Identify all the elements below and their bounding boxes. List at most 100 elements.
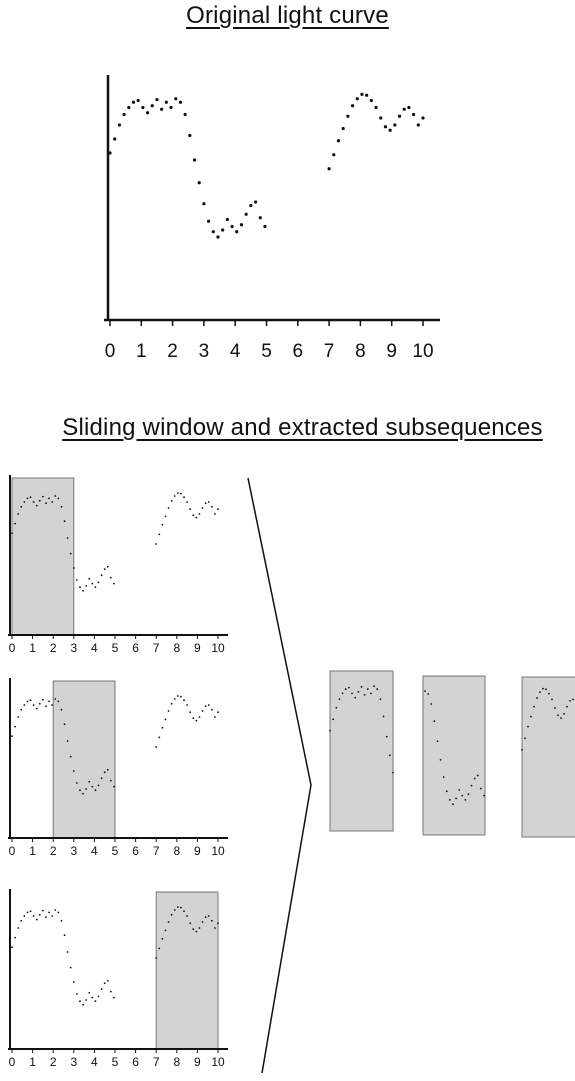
x-tick-label: 10 [412,341,433,362]
light-curve-point [72,567,75,569]
light-curve-point [29,496,32,499]
light-curve-point [164,718,167,721]
light-curve-point [369,98,373,103]
x-tick-label: 1 [29,641,36,655]
light-curve-point [370,692,372,695]
light-curve-point [100,988,103,991]
light-curve-point [103,771,106,774]
light-curve-point [180,492,182,495]
light-curve-point [155,957,158,959]
light-curve-point [170,702,173,705]
light-curve-point [26,700,29,703]
light-curve-point [69,755,72,758]
light-curve-point [173,495,176,497]
light-curve-point [393,123,397,127]
light-curve-point [379,698,382,701]
light-curve-point [530,715,532,718]
x-tick-label: 7 [153,641,160,655]
x-tick-label: 2 [167,341,178,362]
light-curve-point [85,999,88,1001]
light-curve-point [360,686,363,688]
x-tick-label: 3 [199,341,210,362]
light-curve-point [253,200,258,204]
light-curve-point [161,937,164,940]
light-curve-point [217,922,219,925]
x-tick-label: 7 [153,844,160,858]
panel-0: 0 1 2 3 4 5 6 7 8 9 10 [8,475,228,655]
light-curve-point [54,495,57,497]
light-curve-point [51,704,54,706]
light-curve-point [554,707,556,709]
x-tick-label: 6 [293,341,304,362]
light-curve-point [221,228,225,232]
light-curve-point [533,705,535,708]
x-tick-label: 9 [194,641,201,655]
light-curve-point [122,112,126,117]
light-curve-point [32,501,35,503]
light-curve-point [145,111,150,115]
x-tick-label: 8 [173,641,180,655]
light-curve-point [211,230,215,234]
light-curve-point [69,552,72,555]
light-curve-point [189,711,192,714]
light-curve-point [113,785,115,788]
light-curve-point [445,790,448,793]
light-curve-point [167,710,170,712]
light-curve-point [448,799,451,801]
x-tick-label: 3 [70,844,77,858]
light-curve-point [60,708,63,711]
light-curve-point [131,100,136,104]
light-curve-point [109,779,112,782]
light-curve-point [207,501,210,503]
bracket [247,477,312,1074]
panel-1: 0 1 2 3 4 5 6 7 8 9 10 [8,678,228,858]
x-tick-label: 0 [9,844,16,858]
light-curve-point [335,706,338,709]
light-curve-point [455,797,457,800]
light-curve-point [48,911,50,914]
extracted-subsequence-1 [422,675,486,836]
light-curve-point [388,754,391,757]
x-tick-label: 8 [173,844,180,858]
light-curve-point [45,502,47,505]
light-curve-point [357,691,360,693]
light-curve-point [169,105,173,110]
light-curve-point [188,133,192,138]
light-curve-point [113,996,115,999]
light-curve-point [108,151,112,155]
light-curve-point [379,116,383,120]
light-curve-point [458,788,461,791]
light-curve-point [470,784,473,787]
light-curve-point [536,697,538,699]
x-tick-label: 0 [105,341,116,362]
light-curve-point [113,582,115,585]
light-curve-point [201,710,204,712]
light-curve-point [402,107,406,111]
light-curve-point [548,692,550,695]
light-curve-point [210,505,213,508]
x-tick-label: 5 [112,1055,119,1069]
light-curve-point [327,167,331,171]
x-tick-label: 0 [9,1055,16,1069]
light-curve-point [48,700,50,703]
light-curve-point [23,704,26,706]
light-curve-point [136,98,140,103]
light-curve-point [164,929,167,932]
x-tick-label: 3 [70,1055,77,1069]
x-tick-label: 9 [194,1055,201,1069]
x-tick-label: 3 [70,641,77,655]
light-curve-point [91,582,94,585]
light-curve-point [176,695,179,697]
light-curve-point [45,705,47,708]
light-curve-point [214,716,216,718]
light-curve-point [204,705,207,708]
light-curve-point [170,913,173,916]
light-curve-point [155,543,158,545]
light-curve-point [332,153,336,157]
light-curve-point [35,918,38,921]
light-curve-point [29,699,32,702]
subsequence-box [521,676,575,838]
x-tick-label: 10 [211,1055,225,1069]
light-curve-point [170,499,173,502]
light-curve-point [439,758,442,761]
